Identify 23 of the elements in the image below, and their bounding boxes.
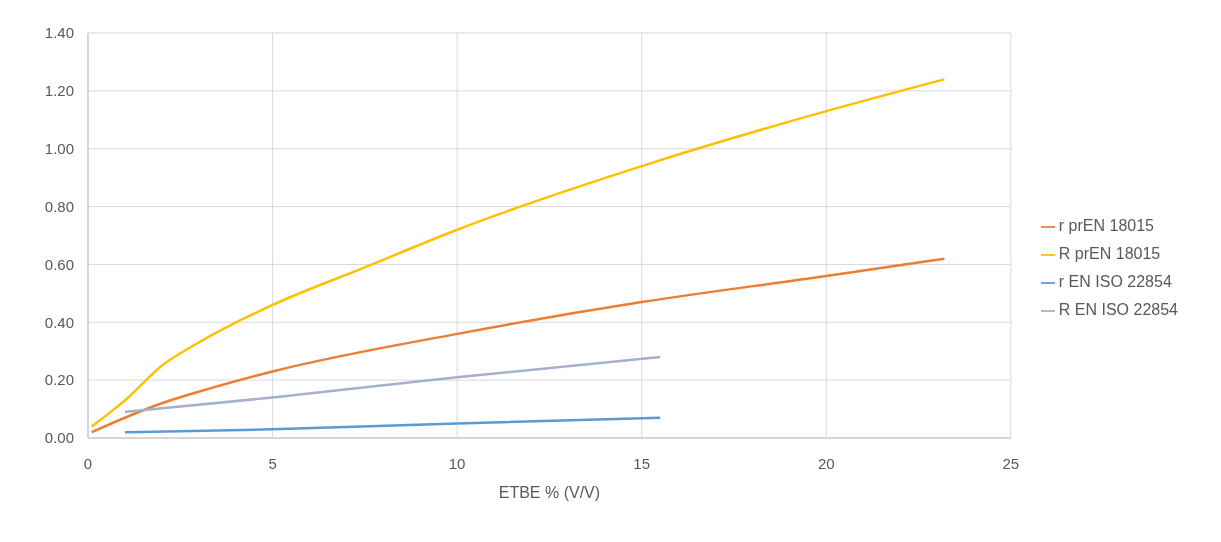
line-series: [123, 355, 662, 414]
x-tick-label: 10: [448, 454, 466, 472]
x-tick-label: 0: [83, 454, 93, 472]
y-tick-label: 0.00: [44, 429, 74, 447]
y-tick-label: 0.40: [44, 313, 74, 331]
y-tick-label: 1.20: [44, 82, 74, 100]
x-axis-title: ETBE % (V/V): [498, 484, 601, 501]
line-series: [123, 416, 662, 434]
y-tick-label: 1.40: [44, 24, 74, 42]
legend-label: r prEN 18015: [1058, 217, 1154, 234]
legend-label: R prEN 18015: [1058, 245, 1161, 262]
line-series: [90, 257, 946, 434]
x-tick-label: 15: [633, 454, 651, 472]
x-tick-label: 5: [268, 454, 277, 472]
x-tick-label: 25: [1002, 454, 1020, 472]
y-tick-label: 0.20: [44, 371, 74, 389]
y-tick-label: 1.00: [44, 140, 74, 158]
x-tick-label: 20: [817, 454, 835, 472]
legend-label: R EN ISO 22854: [1058, 301, 1178, 318]
line-series: [90, 78, 946, 428]
y-tick-label: 0.80: [44, 197, 74, 215]
y-tick-label: 0.60: [44, 255, 74, 273]
legend-label: r EN ISO 22854: [1058, 273, 1172, 290]
